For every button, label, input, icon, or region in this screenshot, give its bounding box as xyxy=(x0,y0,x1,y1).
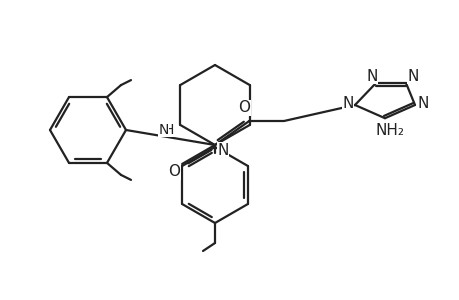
Text: N: N xyxy=(365,68,377,83)
Text: N: N xyxy=(416,95,428,110)
Text: N: N xyxy=(158,122,168,136)
Text: N: N xyxy=(406,68,418,83)
Text: N: N xyxy=(341,95,353,110)
Text: H: H xyxy=(163,122,174,136)
Text: O: O xyxy=(238,100,250,116)
Text: O: O xyxy=(168,164,180,179)
Text: NH₂: NH₂ xyxy=(375,123,403,138)
Text: N: N xyxy=(217,142,228,158)
